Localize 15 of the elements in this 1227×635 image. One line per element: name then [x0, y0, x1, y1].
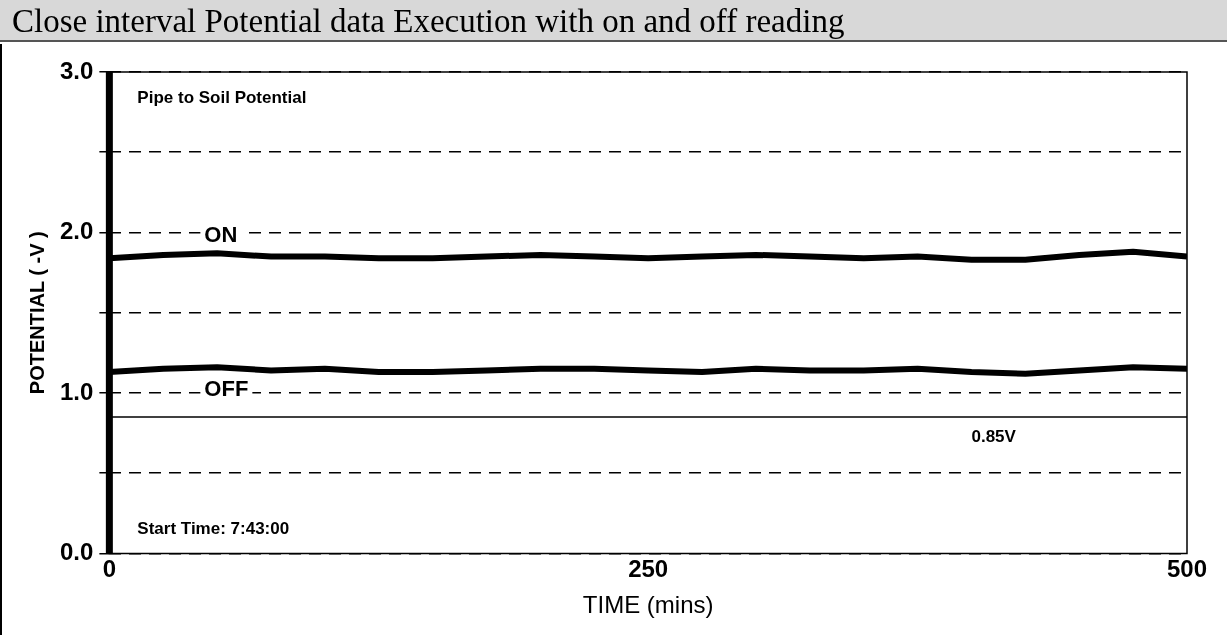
- y-tick-label: 0.0: [59, 538, 94, 566]
- series-label: ON: [204, 221, 238, 247]
- x-tick-label: 500: [1166, 555, 1208, 583]
- annotation: Pipe to Soil Potential: [137, 88, 307, 108]
- x-axis-title: TIME (mins): [582, 591, 714, 619]
- y-axis-title: POTENTIAL ( -V ): [25, 231, 48, 395]
- y-tick-label: 1.0: [59, 377, 94, 405]
- series-label: OFF: [204, 375, 249, 401]
- x-tick-label: 0: [102, 555, 117, 583]
- x-tick-label: 250: [628, 555, 669, 583]
- annotation: Start Time: 7:43:00: [137, 518, 290, 538]
- chart-title: Close interval Potential data Execution with on and off reading: [0, 0, 1227, 42]
- y-tick-label: 2.0: [59, 217, 94, 245]
- y-tick-label: 3.0: [59, 56, 94, 84]
- ref-line-label: 0.85V: [971, 427, 1017, 447]
